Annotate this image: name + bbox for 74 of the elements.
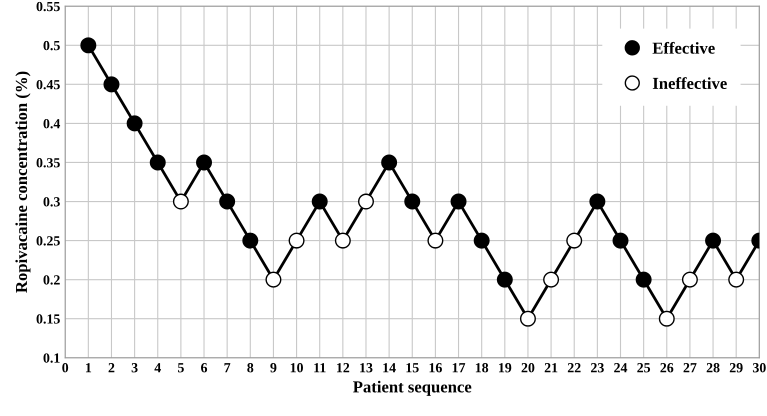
- point: [450, 194, 467, 210]
- x-tick-label: 19: [498, 363, 512, 372]
- point: [728, 272, 744, 288]
- point: [381, 154, 398, 170]
- x-tick-label: 0: [62, 363, 68, 372]
- x-tick-label: 23: [591, 363, 604, 372]
- point: [566, 232, 582, 249]
- x-tick-label: 3: [132, 363, 138, 372]
- y-tick-label: 0.25: [36, 236, 60, 246]
- x-tick-label: 11: [314, 363, 326, 372]
- legend-label: Effective: [652, 42, 715, 54]
- y-tick-label: 0.3: [44, 197, 60, 207]
- y-tick-label: 0.15: [36, 314, 60, 324]
- point: [427, 232, 444, 249]
- point: [496, 272, 513, 288]
- y-tick-label: 0.55: [36, 2, 60, 12]
- x-tick-label: 25: [637, 363, 650, 372]
- point: [265, 272, 282, 288]
- x-tick-label: 5: [178, 363, 184, 372]
- point: [358, 194, 374, 210]
- y-tick-label: 0.5: [44, 40, 60, 50]
- x-tick-label: 27: [684, 363, 697, 372]
- x-tick-label: 21: [544, 363, 558, 372]
- x-tick-label: 30: [752, 363, 766, 372]
- point: [172, 194, 189, 210]
- point: [219, 194, 236, 210]
- x-tick-label: 22: [568, 363, 581, 372]
- point: [196, 154, 212, 170]
- x-tick-label: 8: [247, 363, 254, 372]
- point: [312, 194, 328, 210]
- x-tick-label: 18: [476, 363, 488, 372]
- x-tick-label: 17: [452, 363, 466, 372]
- x-tick-label: 1: [86, 363, 92, 372]
- x-tick-label: 29: [730, 363, 743, 372]
- x-tick-label: 12: [337, 363, 350, 372]
- point: [404, 194, 420, 210]
- point: [150, 154, 166, 170]
- y-tick-label: 0.35: [36, 158, 60, 168]
- x-tick-label: 20: [522, 363, 534, 372]
- x-axis-title: Patient sequence: [353, 380, 472, 396]
- x-tick-label: 10: [290, 363, 303, 372]
- point: [288, 232, 305, 249]
- point: [80, 37, 96, 54]
- x-tick-label: 24: [614, 363, 628, 372]
- y-tick-label: 0.4: [44, 118, 60, 128]
- point: [589, 194, 606, 210]
- point: [705, 232, 722, 249]
- x-tick-label: 15: [406, 363, 419, 372]
- x-tick-label: 14: [383, 363, 396, 372]
- point: [543, 272, 560, 288]
- point: [242, 232, 258, 249]
- x-tick-label: 13: [360, 363, 372, 372]
- x-tick-label: 26: [660, 363, 674, 372]
- x-tick-label: 9: [270, 363, 276, 372]
- point: [682, 272, 698, 288]
- point: [658, 310, 675, 327]
- y-axis-title: Ropivacaine concentration (%): [15, 72, 30, 293]
- x-tick-label: 16: [430, 363, 442, 372]
- point: [334, 232, 351, 249]
- point: [612, 232, 628, 249]
- y-tick-label: 0.1: [44, 353, 60, 363]
- y-tick-label: 0.2: [44, 275, 60, 285]
- point: [126, 115, 143, 132]
- point: [520, 310, 536, 327]
- point: [636, 272, 652, 288]
- x-tick-label: 2: [108, 363, 114, 372]
- x-tick-label: 28: [706, 363, 720, 372]
- point: [474, 232, 490, 249]
- x-tick-label: 4: [154, 363, 161, 372]
- x-tick-label: 7: [224, 363, 230, 372]
- y-tick-label: 0.45: [36, 80, 60, 90]
- legend-label: Ineffective: [652, 77, 727, 90]
- point: [103, 76, 120, 92]
- x-tick-label: 6: [201, 363, 208, 372]
